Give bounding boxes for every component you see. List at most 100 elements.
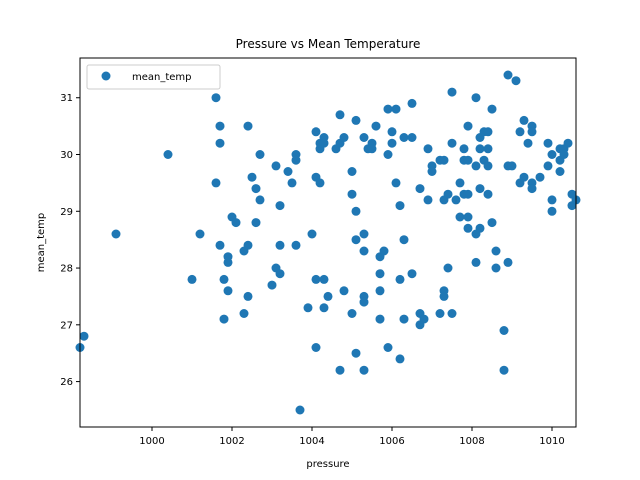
data-point [291,240,301,250]
points-layer [75,70,581,415]
data-point [315,178,325,188]
legend: mean_temp [86,64,221,90]
data-point [407,98,417,108]
data-point [439,155,449,165]
data-point [439,291,449,301]
data-point [395,354,405,364]
data-point [351,115,361,125]
data-point [163,150,173,159]
data-point [375,286,385,296]
x-tick-label: 1010 [539,436,564,447]
data-point [455,212,465,222]
data-point [395,274,405,284]
data-point [287,178,297,188]
data-point [383,343,393,352]
data-point [463,223,473,233]
data-point [459,144,469,154]
data-point [359,297,369,307]
data-point [443,189,453,199]
data-point [463,155,473,165]
x-tick-label: 1004 [299,436,324,447]
data-point [399,133,409,142]
data-point [463,121,473,131]
y-tick-label: 31 [60,93,73,104]
data-point [399,314,409,324]
data-point [475,223,485,233]
legend-label: mean_temp [132,72,192,83]
data-point [375,269,385,279]
data-point [535,172,545,182]
chart-title: Pressure vs Mean Temperature [236,37,421,51]
data-point [463,212,473,222]
data-point [271,161,281,171]
data-point [503,70,513,80]
data-point [359,229,369,239]
data-point [447,87,457,97]
data-point [455,178,465,188]
axes-frame [79,57,577,428]
data-point [275,269,285,279]
data-point [339,133,349,142]
x-axis-label: pressure [306,459,349,470]
legend-marker [101,71,111,81]
data-point [559,150,569,159]
data-point [443,263,453,273]
data-point [267,280,277,290]
data-point [491,246,501,256]
data-point [547,195,557,205]
data-point [391,104,401,114]
x-tick-label: 1008 [459,436,484,447]
data-point [491,263,501,273]
data-point [507,161,517,171]
data-point [523,138,533,148]
data-point [527,127,537,137]
x-tick-label: 1002 [219,436,244,447]
data-point [223,286,233,296]
data-point [311,127,321,137]
data-point [471,93,481,103]
data-point [311,274,321,284]
data-point [435,309,445,318]
data-point [351,235,361,245]
data-point [483,189,493,199]
data-point [547,150,557,159]
data-point [375,314,385,324]
data-point [395,201,405,211]
data-point [335,365,345,375]
data-point [451,195,461,205]
data-point [251,184,261,194]
data-point [219,314,229,324]
y-tick-label: 27 [60,320,73,331]
data-point [415,184,425,194]
data-point [387,127,397,137]
data-point [247,172,257,182]
data-point [471,161,481,171]
data-point [399,235,409,245]
data-point [483,144,493,154]
y-tick-label: 28 [60,264,73,275]
data-point [291,155,301,165]
data-point [515,127,525,137]
data-point [311,343,321,352]
data-point [423,144,433,154]
data-point [339,286,349,296]
data-point [487,104,497,114]
data-point [359,246,369,256]
data-point [555,167,565,176]
data-point [543,138,553,148]
data-point [563,138,573,148]
data-point [319,274,329,284]
data-point [243,121,253,131]
data-point [79,331,89,341]
axes-layer: 1000 1002 1004 1006 1008 1010 26 27 28 29 30 31 [60,57,577,447]
data-point [383,104,393,114]
data-point [251,218,261,228]
data-point [307,229,317,239]
data-point [215,121,225,131]
data-point [359,133,369,142]
data-point [211,178,221,188]
data-point [295,405,305,415]
data-point [319,138,329,148]
data-point [187,274,197,284]
